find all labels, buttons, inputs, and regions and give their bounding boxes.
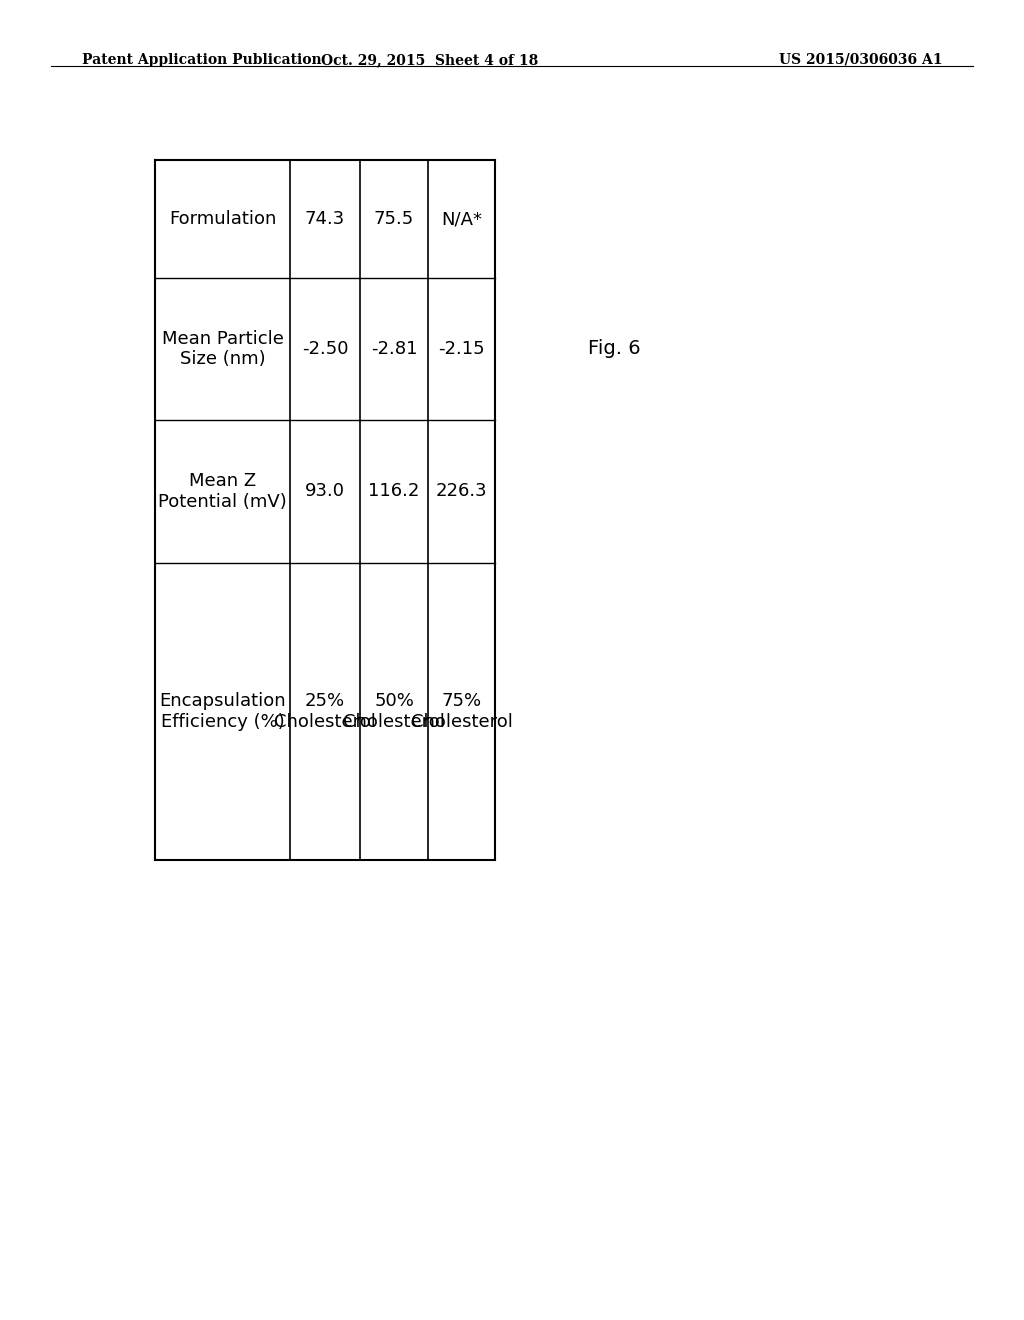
Text: Oct. 29, 2015  Sheet 4 of 18: Oct. 29, 2015 Sheet 4 of 18 bbox=[322, 53, 539, 67]
Text: Fig. 6: Fig. 6 bbox=[588, 339, 641, 359]
Text: Mean Z
Potential (mV): Mean Z Potential (mV) bbox=[158, 473, 287, 511]
Text: -2.50: -2.50 bbox=[302, 341, 348, 358]
Text: N/A*: N/A* bbox=[441, 210, 482, 228]
Text: 226.3: 226.3 bbox=[435, 483, 487, 500]
Text: 50%
Cholesterol: 50% Cholesterol bbox=[343, 692, 445, 731]
Text: 75%
Cholesterol: 75% Cholesterol bbox=[411, 692, 512, 731]
Text: 116.2: 116.2 bbox=[369, 483, 420, 500]
Text: Encapsulation
Efficiency (%): Encapsulation Efficiency (%) bbox=[159, 692, 286, 731]
Text: 74.3: 74.3 bbox=[305, 210, 345, 228]
Text: Patent Application Publication: Patent Application Publication bbox=[82, 53, 322, 67]
Text: US 2015/0306036 A1: US 2015/0306036 A1 bbox=[778, 53, 942, 67]
Text: -2.15: -2.15 bbox=[438, 341, 484, 358]
Text: Formulation: Formulation bbox=[169, 210, 276, 228]
Text: -2.81: -2.81 bbox=[371, 341, 417, 358]
Text: 25%
Cholesterol: 25% Cholesterol bbox=[274, 692, 376, 731]
Text: Mean Particle
Size (nm): Mean Particle Size (nm) bbox=[162, 330, 284, 368]
Text: 93.0: 93.0 bbox=[305, 483, 345, 500]
Text: 75.5: 75.5 bbox=[374, 210, 414, 228]
